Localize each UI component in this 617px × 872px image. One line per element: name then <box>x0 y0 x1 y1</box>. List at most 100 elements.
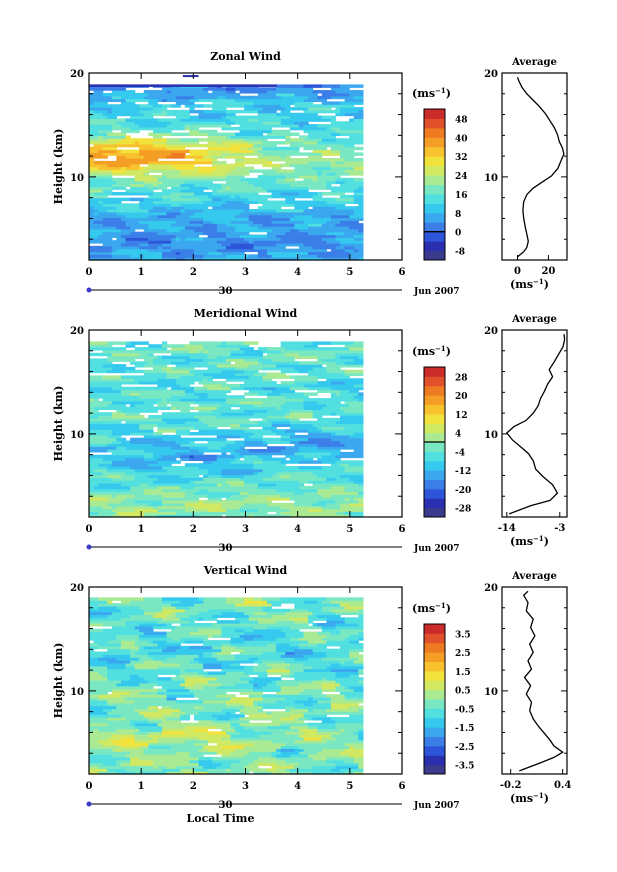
heatmap-cell <box>330 662 337 667</box>
heatmap-cell <box>139 200 154 204</box>
heatmap-cell <box>235 502 245 507</box>
heatmap-cell <box>93 603 99 607</box>
heatmap-cell <box>207 748 222 752</box>
heatmap-cell <box>180 748 200 752</box>
heatmap-cell <box>207 386 232 391</box>
heatmap-cell <box>111 494 117 498</box>
heatmap-cell <box>207 118 213 122</box>
heatmap-cell <box>230 751 250 755</box>
heatmap-cell <box>349 463 364 467</box>
heatmap-cell <box>239 685 254 690</box>
heatmap-cell <box>358 240 364 244</box>
heatmap-cell <box>89 600 108 604</box>
heatmap-cell <box>235 194 241 199</box>
heatmap-cell <box>257 443 268 447</box>
heatmap-cell <box>276 488 291 493</box>
heatmap-cell <box>344 409 350 413</box>
heatmap-cell <box>198 166 218 170</box>
heatmap-cell <box>289 608 309 613</box>
colorbar-tick-label: -8 <box>455 248 465 258</box>
heatmap-cell <box>340 84 355 88</box>
heatmap-cell <box>267 248 291 253</box>
heatmap-cell <box>120 511 145 515</box>
heatmap-cell <box>207 671 227 675</box>
heatmap-cell <box>98 605 117 610</box>
heatmap-cell <box>162 243 177 247</box>
heatmap-cell <box>349 671 359 675</box>
heatmap-cell <box>171 223 191 227</box>
x-tick-label: 2 <box>190 781 197 792</box>
heatmap-cell <box>326 366 341 371</box>
heatmap-cell <box>102 92 122 97</box>
heatmap-cell <box>276 180 300 185</box>
heatmap-cell <box>244 511 268 515</box>
heatmap-cell <box>257 734 282 738</box>
heatmap-cell <box>120 101 136 105</box>
heatmap-cell <box>298 228 314 233</box>
heatmap-cell <box>184 180 195 185</box>
heatmap-cell <box>321 508 346 512</box>
heatmap-cell <box>349 138 364 142</box>
heatmap-cell <box>235 625 254 630</box>
heatmap-cell <box>157 765 163 769</box>
heatmap-cell <box>321 460 337 464</box>
heatmap-cell <box>317 440 327 444</box>
heatmap-cell <box>116 211 122 216</box>
heatmap-cell <box>98 468 108 473</box>
heatmap-cell <box>235 719 250 724</box>
heatmap-cell <box>312 471 332 476</box>
heatmap-cell <box>321 169 346 173</box>
heatmap-cell <box>248 457 264 461</box>
heatmap-cell <box>262 400 268 405</box>
colorbar-swatch <box>424 212 445 223</box>
heatmap-cell <box>230 620 241 624</box>
heatmap-cell <box>111 186 117 190</box>
heatmap-cell <box>321 682 341 687</box>
heatmap-cell <box>317 728 341 732</box>
heatmap-cell <box>257 623 268 627</box>
heatmap-cell <box>184 143 191 148</box>
heatmap-cell <box>120 243 140 247</box>
heatmap-cell <box>239 194 259 199</box>
heatmap-cell <box>312 194 323 199</box>
heatmap-cell <box>235 372 254 377</box>
heatmap-cell <box>257 483 277 487</box>
heatmap-cell <box>139 771 154 775</box>
heatmap-cell <box>353 234 364 238</box>
heatmap-cell <box>308 104 332 108</box>
average-x-tick-label: 20 <box>541 266 555 277</box>
heatmap-cell <box>93 206 117 210</box>
heatmap-cell <box>98 694 122 698</box>
heatmap-cell <box>139 605 163 610</box>
heatmap-cell <box>203 412 222 416</box>
heatmap-cell <box>340 240 359 244</box>
heatmap-cell <box>107 671 113 675</box>
heatmap-cell <box>152 175 163 179</box>
heatmap-cell <box>344 728 359 732</box>
colorbar-tick-label: 40 <box>455 134 468 144</box>
heatmap-cell <box>198 203 222 207</box>
heatmap-cell <box>93 163 108 168</box>
heatmap-cell <box>89 226 99 230</box>
heatmap-cell <box>280 736 305 741</box>
heatmap-cell <box>267 417 291 422</box>
heatmap-cell <box>321 84 341 88</box>
heatmap-cell <box>271 614 291 618</box>
heatmap-cell <box>276 637 291 641</box>
heatmap-cell <box>203 662 209 667</box>
heatmap-cell <box>289 158 296 162</box>
heatmap-cell <box>166 415 186 419</box>
heatmap-cell <box>221 634 241 638</box>
heatmap-cell <box>102 231 117 236</box>
heatmap-cell <box>289 409 314 413</box>
heatmap-cell <box>230 717 241 721</box>
heatmap-cell <box>289 514 296 518</box>
heatmap-cell <box>116 697 127 701</box>
heatmap-cell <box>239 383 259 388</box>
heatmap-cell <box>262 457 286 461</box>
heatmap-cell <box>353 440 364 444</box>
heatmap-cell <box>271 754 277 758</box>
heatmap-cell <box>157 245 163 250</box>
heatmap-cell <box>184 203 200 207</box>
heatmap-cell <box>116 705 131 710</box>
